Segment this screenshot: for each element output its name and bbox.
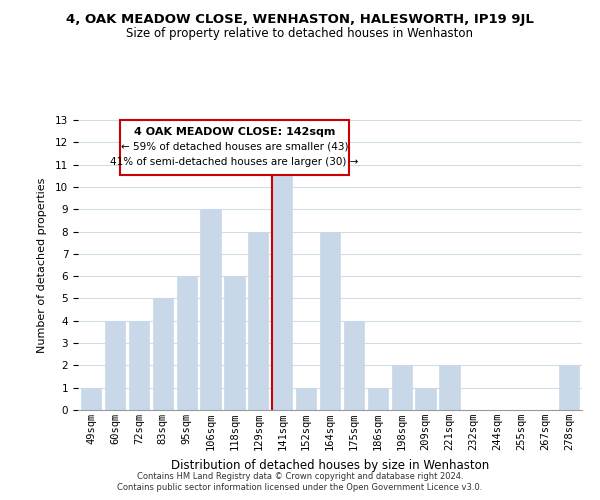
Y-axis label: Number of detached properties: Number of detached properties (37, 178, 47, 352)
Bar (415, 388, 436, 410)
Text: ← 59% of detached houses are smaller (43): ← 59% of detached houses are smaller (43… (121, 142, 348, 152)
Bar (392, 366, 412, 410)
Bar (368, 388, 388, 410)
Bar (559, 366, 579, 410)
Bar (176, 276, 197, 410)
Bar (105, 321, 125, 410)
Text: Contains public sector information licensed under the Open Government Licence v3: Contains public sector information licen… (118, 483, 482, 492)
FancyBboxPatch shape (120, 120, 349, 174)
X-axis label: Distribution of detached houses by size in Wenhaston: Distribution of detached houses by size … (171, 458, 489, 471)
Bar (248, 232, 268, 410)
Text: 41% of semi-detached houses are larger (30) →: 41% of semi-detached houses are larger (… (110, 157, 359, 167)
Bar (81, 388, 101, 410)
Bar (200, 209, 221, 410)
Text: Contains HM Land Registry data © Crown copyright and database right 2024.: Contains HM Land Registry data © Crown c… (137, 472, 463, 481)
Text: 4 OAK MEADOW CLOSE: 142sqm: 4 OAK MEADOW CLOSE: 142sqm (134, 127, 335, 137)
Text: 4, OAK MEADOW CLOSE, WENHASTON, HALESWORTH, IP19 9JL: 4, OAK MEADOW CLOSE, WENHASTON, HALESWOR… (66, 12, 534, 26)
Text: Size of property relative to detached houses in Wenhaston: Size of property relative to detached ho… (127, 28, 473, 40)
Bar (320, 232, 340, 410)
Bar (344, 321, 364, 410)
Bar (272, 164, 292, 410)
Bar (439, 366, 460, 410)
Bar (296, 388, 316, 410)
Bar (129, 321, 149, 410)
Bar (152, 298, 173, 410)
Bar (224, 276, 245, 410)
